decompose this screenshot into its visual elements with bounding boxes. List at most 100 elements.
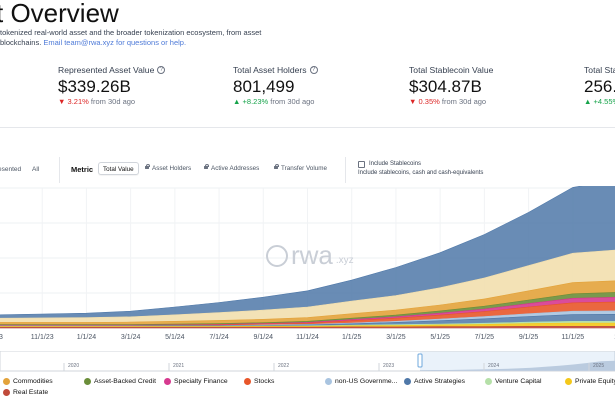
legend-label: Real Estate — [13, 389, 49, 396]
stat-label: Total Stablecoin Value — [409, 65, 494, 75]
x-tick-label: 3/1/24 — [120, 334, 141, 341]
x-tick-label: 1/1/25 — [341, 334, 362, 341]
stat-delta: +8.23% — [242, 97, 269, 106]
stat-delta-suffix: from 30d ago — [270, 97, 315, 106]
legend-swatch — [3, 389, 10, 396]
legend-swatch — [84, 378, 91, 385]
legend-item-venture-capital[interactable]: Venture Capital — [485, 378, 541, 385]
legend-item-non-us-governme[interactable]: non-US Governme... — [325, 378, 397, 385]
x-tick-label: 3/1/25 — [386, 334, 406, 341]
time-range-brush[interactable] — [0, 351, 615, 373]
legend-swatch — [325, 378, 332, 385]
x-tick-label: 11/1/24 — [296, 334, 319, 341]
metric-active-addresses-label: Active Addresses — [211, 165, 260, 172]
legend-label: Specialty Finance — [174, 378, 228, 385]
legend-item-real-estate[interactable]: Real Estate — [3, 389, 48, 396]
legend-item-stocks[interactable]: Stocks — [244, 378, 274, 385]
stat-delta: 0.35% — [418, 97, 440, 106]
info-icon[interactable]: ? — [309, 66, 318, 74]
page-description-text: blockchains. — [0, 38, 42, 47]
legend-label: non-US Governme... — [335, 378, 398, 385]
stat-represented-asset-value: Represented Asset Value? $339.26B ▼ 3.21… — [58, 65, 166, 106]
stat-delta: +4.55% — [593, 97, 615, 106]
controls-divider — [59, 157, 60, 183]
metric-transfer-volume-button[interactable]: Transfer Volume — [270, 162, 331, 175]
legend-label: Active Strategies — [414, 378, 465, 385]
area-series-real-estate[interactable] — [0, 326, 615, 329]
x-axis-labels: /23 11/1/23 1/1/24 3/1/24 5/1/24 7/1/24 9/1/24… — [0, 334, 615, 346]
brush-year-labels: 2020202120222023202420252025 — [0, 363, 615, 372]
info-icon[interactable]: ? — [157, 66, 166, 74]
watermark-tld: .xyz — [335, 255, 354, 266]
brush-left-handle[interactable] — [417, 353, 423, 368]
legend-label: Venture Capital — [495, 378, 542, 385]
page-description-line2: blockchains. Email team@rwa.xyz for ques… — [0, 38, 186, 47]
view-represented-button[interactable]: esented — [0, 166, 22, 173]
legend-swatch — [565, 378, 572, 385]
include-stablecoins-label: Include Stablecoins — [369, 161, 422, 167]
metric-total-value-button[interactable]: Total Value — [98, 162, 139, 175]
stat-delta-suffix: from 30d ago — [441, 97, 487, 106]
lock-icon — [145, 163, 150, 169]
legend-item-asset-backed-credit[interactable]: Asset-Backed Credit — [84, 378, 156, 385]
lock-icon — [274, 163, 279, 169]
x-tick-label: 9/1/25 — [518, 334, 539, 341]
brush-year-label: 2023 — [383, 363, 395, 369]
legend-swatch — [3, 378, 10, 385]
brush-year-label: 2024 — [488, 363, 500, 369]
x-tick-label: 7/1/25 — [474, 334, 495, 341]
stat-label: Represented Asset Value — [58, 65, 155, 75]
metric-label: Metric — [71, 165, 94, 174]
x-tick-label: 5/1/25 — [430, 334, 450, 341]
stat-total-asset-holders: Total Asset Holders? 801,499 ▲ +8.23% fr… — [233, 65, 318, 106]
area-chart — [0, 186, 615, 329]
legend-label: Private Equity — [575, 378, 615, 385]
stat-value: $304.87B — [409, 77, 482, 96]
brush-selection[interactable] — [420, 351, 615, 371]
view-all-button[interactable]: All — [32, 166, 40, 173]
stat-value: 801,499 — [233, 77, 295, 96]
legend-label: Asset-Backed Credit — [94, 378, 156, 385]
legend-label: Stocks — [254, 378, 275, 385]
legend-swatch — [164, 378, 171, 385]
legend-label: Commodities — [13, 378, 53, 385]
brush-year-label: 2021 — [173, 363, 185, 369]
brush-year-label: 2020 — [68, 363, 80, 369]
delta-down-icon: ▼ — [58, 97, 66, 106]
stat-value: $339.26B — [58, 77, 131, 96]
legend-item-specialty-finance[interactable]: Specialty Finance — [164, 378, 228, 385]
watermark-brand: rwa — [291, 240, 333, 270]
x-tick-label: 1/1/24 — [76, 334, 97, 341]
metric-active-addresses-button[interactable]: Active Addresses — [200, 162, 263, 175]
chart-areas — [0, 186, 615, 329]
stat-label: Total Asset Holders — [233, 65, 307, 75]
metric-transfer-volume-label: Transfer Volume — [281, 165, 327, 172]
stat-total-stablecoin-holders: Total Stab 256. ▲ +4.55% — [584, 65, 615, 106]
delta-down-icon: ▼ — [409, 97, 417, 106]
contact-email-link[interactable]: Email team@rwa.xyz for questions or help… — [43, 38, 187, 47]
rwa-logo-icon — [266, 244, 288, 267]
delta-up-icon: ▲ — [233, 97, 241, 106]
metric-asset-holders-label: Asset Holders — [152, 165, 192, 172]
legend-swatch — [244, 378, 251, 385]
brush-mini-area — [420, 360, 615, 371]
x-tick-label: 11/1/23 — [30, 334, 54, 341]
include-stablecoins-checkbox[interactable] — [358, 161, 365, 168]
stat-delta-suffix: from 30d ago — [90, 97, 136, 106]
stat-label: Total Stab — [584, 65, 615, 75]
page-title: t Overview — [0, 0, 119, 28]
x-tick-label: 9/1/24 — [253, 334, 274, 341]
legend-item-private-equity[interactable]: Private Equity — [565, 378, 615, 385]
x-tick-label: 7/1/24 — [209, 334, 229, 341]
stat-delta: 3.21% — [67, 97, 89, 106]
stat-value: 256. — [584, 77, 615, 96]
x-tick-label: 5/1/24 — [165, 334, 185, 341]
metric-asset-holders-button[interactable]: Asset Holders — [141, 162, 195, 175]
controls-divider — [345, 157, 346, 183]
legend-swatch — [404, 378, 411, 385]
legend-item-active-strategies[interactable]: Active Strategies — [404, 378, 465, 385]
brush-year-label: 2025 — [593, 363, 605, 369]
legend-swatch — [485, 378, 492, 385]
legend-item-commodities[interactable]: Commodities — [3, 378, 53, 385]
stat-total-stablecoin-value: Total Stablecoin Value $304.87B ▼ 0.35% … — [409, 65, 493, 106]
